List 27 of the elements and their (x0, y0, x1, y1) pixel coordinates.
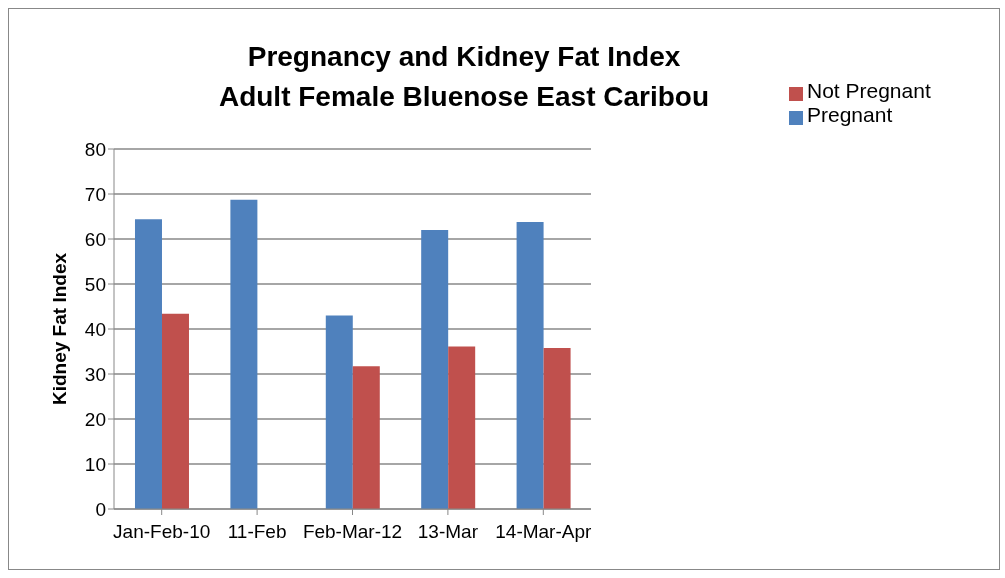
x-tick-label: Jan-Feb-10 (113, 521, 211, 543)
y-tick-label: 50 (84, 273, 106, 295)
y-tick-label: 0 (95, 498, 106, 520)
bar (516, 221, 544, 509)
y-tick-label: 80 (84, 138, 106, 160)
bar (543, 347, 571, 509)
x-tick-label: Feb-Mar-12 (302, 521, 403, 543)
y-tick-label: 30 (84, 363, 106, 385)
bar (134, 219, 162, 509)
x-tick-label: 11-Feb (227, 521, 287, 543)
bar (352, 366, 380, 509)
bar (448, 346, 476, 509)
y-tick-label: 40 (84, 318, 106, 340)
y-tick-label: 20 (84, 408, 106, 430)
x-tick-label: 13-Mar (417, 521, 479, 543)
bar (325, 315, 353, 509)
y-tick-label: 10 (84, 453, 106, 475)
legend-label: Not Pregnant (807, 79, 931, 102)
y-axis-title: Kidney Fat Index (48, 252, 70, 406)
bar (421, 230, 449, 509)
chart-title: Pregnancy and Kidney Fat Index Adult Female Bluenose East Caribou (217, 40, 711, 114)
y-tick-label: 70 (84, 183, 106, 205)
bar (161, 313, 189, 509)
legend-label: Pregnant (807, 103, 893, 126)
x-tick-label: 14-Mar-Apr (495, 521, 593, 543)
bar (230, 199, 258, 509)
y-tick-label: 60 (84, 228, 106, 250)
